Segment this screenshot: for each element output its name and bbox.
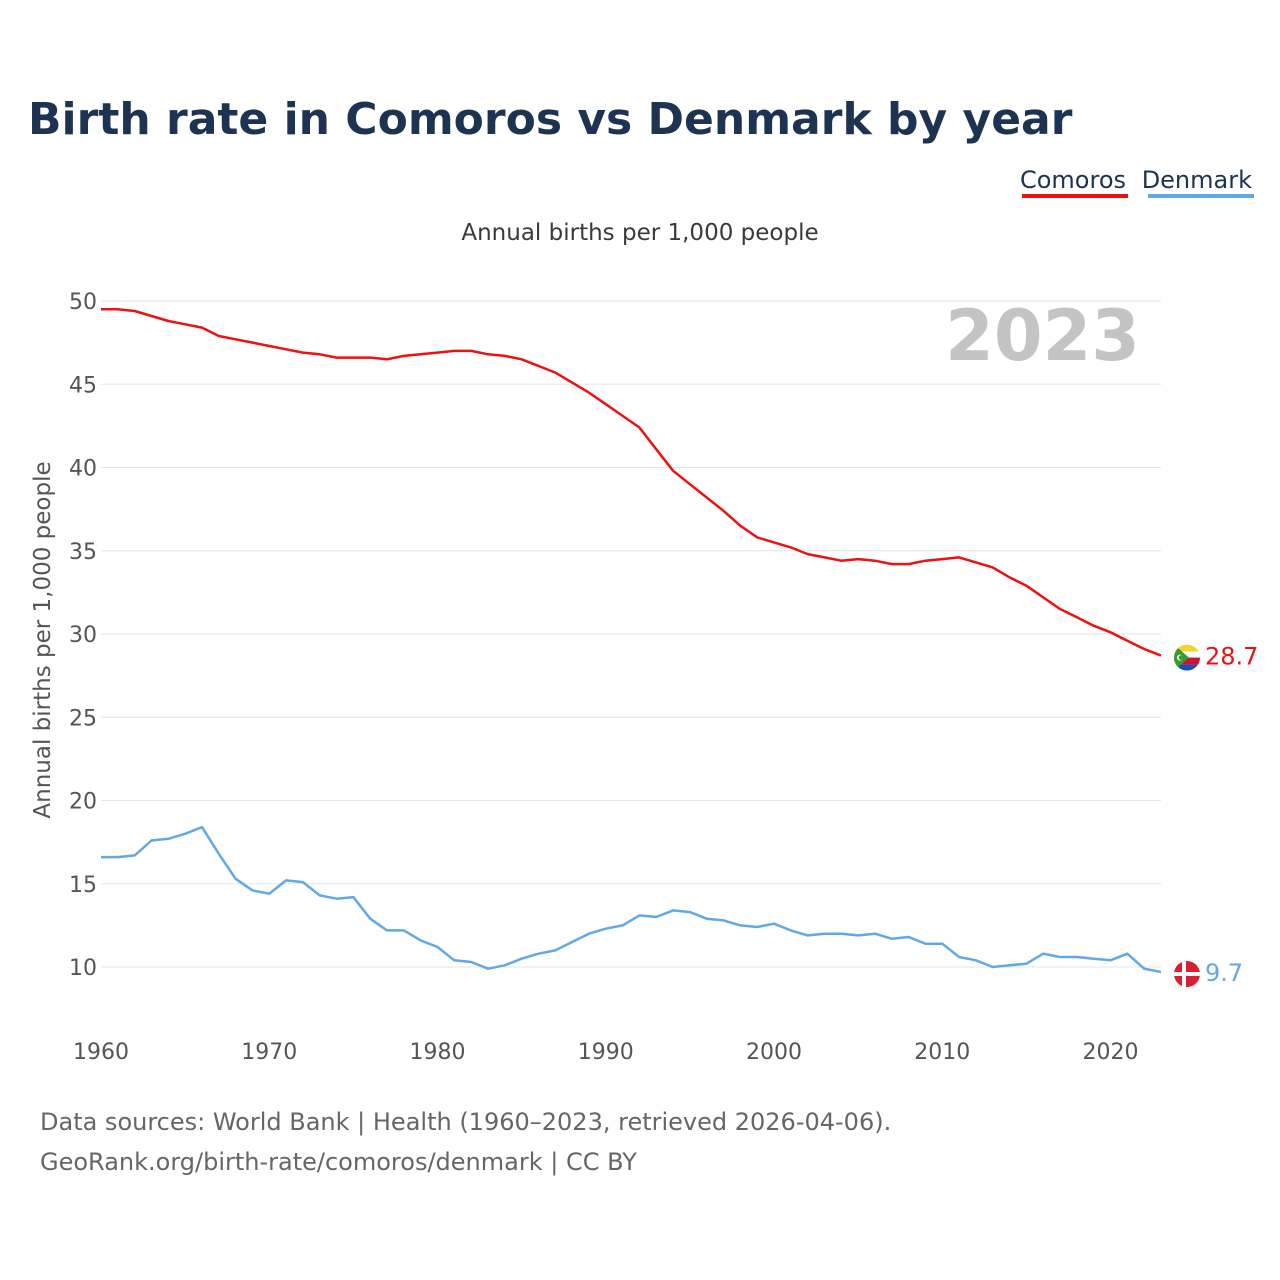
- chart-title: Birth rate in Comoros vs Denmark by year: [28, 94, 1073, 145]
- legend-item-denmark[interactable]: Denmark: [1142, 166, 1252, 194]
- footer-url[interactable]: GeoRank.org/birth-rate/comoros/denmark |…: [40, 1148, 637, 1176]
- x-tick-label: 1970: [241, 1040, 297, 1065]
- y-tick-label: 30: [69, 623, 97, 648]
- x-tick-label: 1980: [410, 1040, 466, 1065]
- x-axis-ticks: 1960 1970 1980 1990 2000 2010 2020: [73, 1040, 1139, 1065]
- y-tick-label: 50: [69, 290, 97, 315]
- y-tick-label: 20: [69, 790, 97, 815]
- footer-sources: Data sources: World Bank | Health (1960–…: [40, 1108, 891, 1136]
- comoros-flag-icon: [1174, 644, 1200, 671]
- end-label-denmark: 9.7: [1205, 959, 1243, 987]
- y-tick-label: 45: [69, 373, 97, 398]
- series-line-comoros[interactable]: [101, 308, 1162, 657]
- y-tick-label: 40: [69, 457, 97, 482]
- legend-item-comoros[interactable]: Comoros: [1020, 166, 1126, 194]
- y-tick-label: 15: [69, 873, 97, 898]
- x-tick-label: 2000: [746, 1040, 802, 1065]
- x-tick-label: 1960: [73, 1040, 129, 1065]
- series-layer: [101, 308, 1162, 974]
- end-label-comoros: 28.7: [1205, 643, 1258, 671]
- y-tick-label: 35: [69, 540, 97, 565]
- y-tick-label: 25: [69, 706, 97, 731]
- x-tick-label: 2020: [1083, 1040, 1139, 1065]
- denmark-flag-icon: [1174, 961, 1200, 987]
- grid-lines: [101, 300, 1161, 968]
- series-line-denmark[interactable]: [101, 825, 1162, 974]
- x-tick-label: 1990: [578, 1040, 634, 1065]
- y-tick-label: 10: [69, 956, 97, 981]
- y-axis-label: Annual births per 1,000 people: [30, 461, 56, 818]
- legend: Comoros Denmark: [1020, 166, 1254, 198]
- x-tick-label: 2010: [914, 1040, 970, 1065]
- chart-subtitle: Annual births per 1,000 people: [461, 220, 818, 246]
- year-badge: 2023: [945, 295, 1140, 377]
- y-axis-ticks: 10 15 20 25 30 35 40 45 50: [69, 290, 97, 981]
